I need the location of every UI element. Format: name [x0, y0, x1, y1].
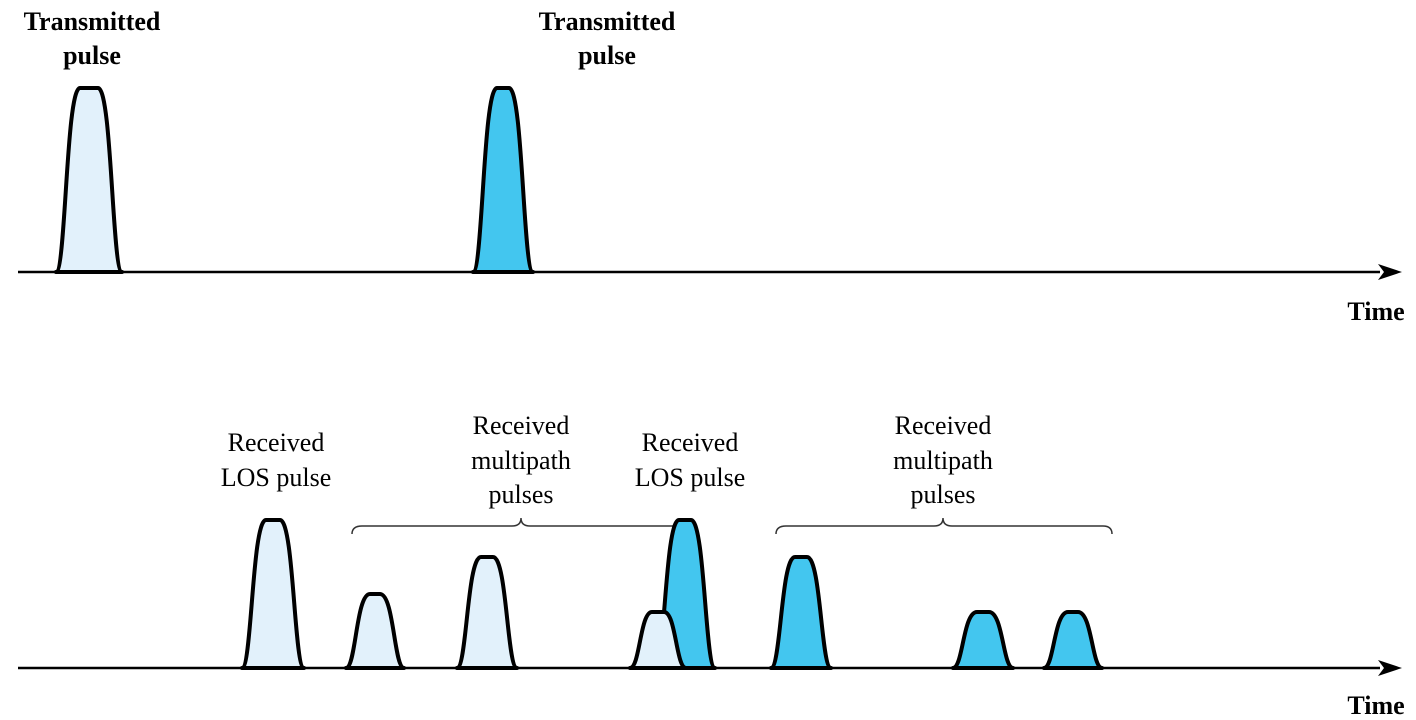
transmitted-pulse-1	[56, 88, 122, 272]
label-line: pulse	[63, 41, 121, 70]
axis-arrowhead-icon	[1378, 660, 1402, 676]
label-line: pulses	[911, 480, 976, 509]
axis-arrowhead-icon	[1378, 264, 1402, 280]
label-line: Received	[642, 428, 739, 457]
multipath-pulse-2c	[1044, 612, 1102, 668]
multipath-pulse-2a	[771, 557, 831, 668]
label-line: LOS pulse	[221, 463, 332, 492]
label-line: Received	[895, 411, 992, 440]
multipath-pulse-1b	[457, 557, 517, 668]
multipath-pulse-2b	[953, 612, 1013, 668]
multipath-brace-1	[352, 518, 690, 534]
label-line: LOS pulse	[635, 463, 746, 492]
label-line: Transmitted	[24, 7, 161, 36]
axis-label-time: Time	[1347, 297, 1404, 326]
bottom-label-multipath-2: Received multipath pulses	[893, 411, 993, 509]
top-label-transmitted-2: Transmitted pulse	[539, 7, 676, 70]
axis-label-time: Time	[1347, 691, 1404, 720]
transmitted-pulse-2	[473, 88, 533, 272]
bottom-label-los-1: Received LOS pulse	[221, 428, 332, 492]
bottom-label-multipath-1: Received multipath pulses	[471, 411, 571, 509]
label-line: Received	[228, 428, 325, 457]
label-line: pulses	[489, 480, 554, 509]
multipath-pulse-1a	[346, 594, 404, 668]
label-line: multipath	[471, 446, 571, 475]
label-line: pulse	[578, 41, 636, 70]
top-time-axis: Time	[18, 264, 1405, 326]
bottom-label-los-2: Received LOS pulse	[635, 428, 746, 492]
label-line: multipath	[893, 446, 993, 475]
label-line: Received	[473, 411, 570, 440]
top-label-transmitted-1: Transmitted pulse	[24, 7, 161, 70]
received-los-pulse-1	[242, 520, 304, 668]
multipath-brace-2	[776, 518, 1112, 534]
label-line: Transmitted	[539, 7, 676, 36]
